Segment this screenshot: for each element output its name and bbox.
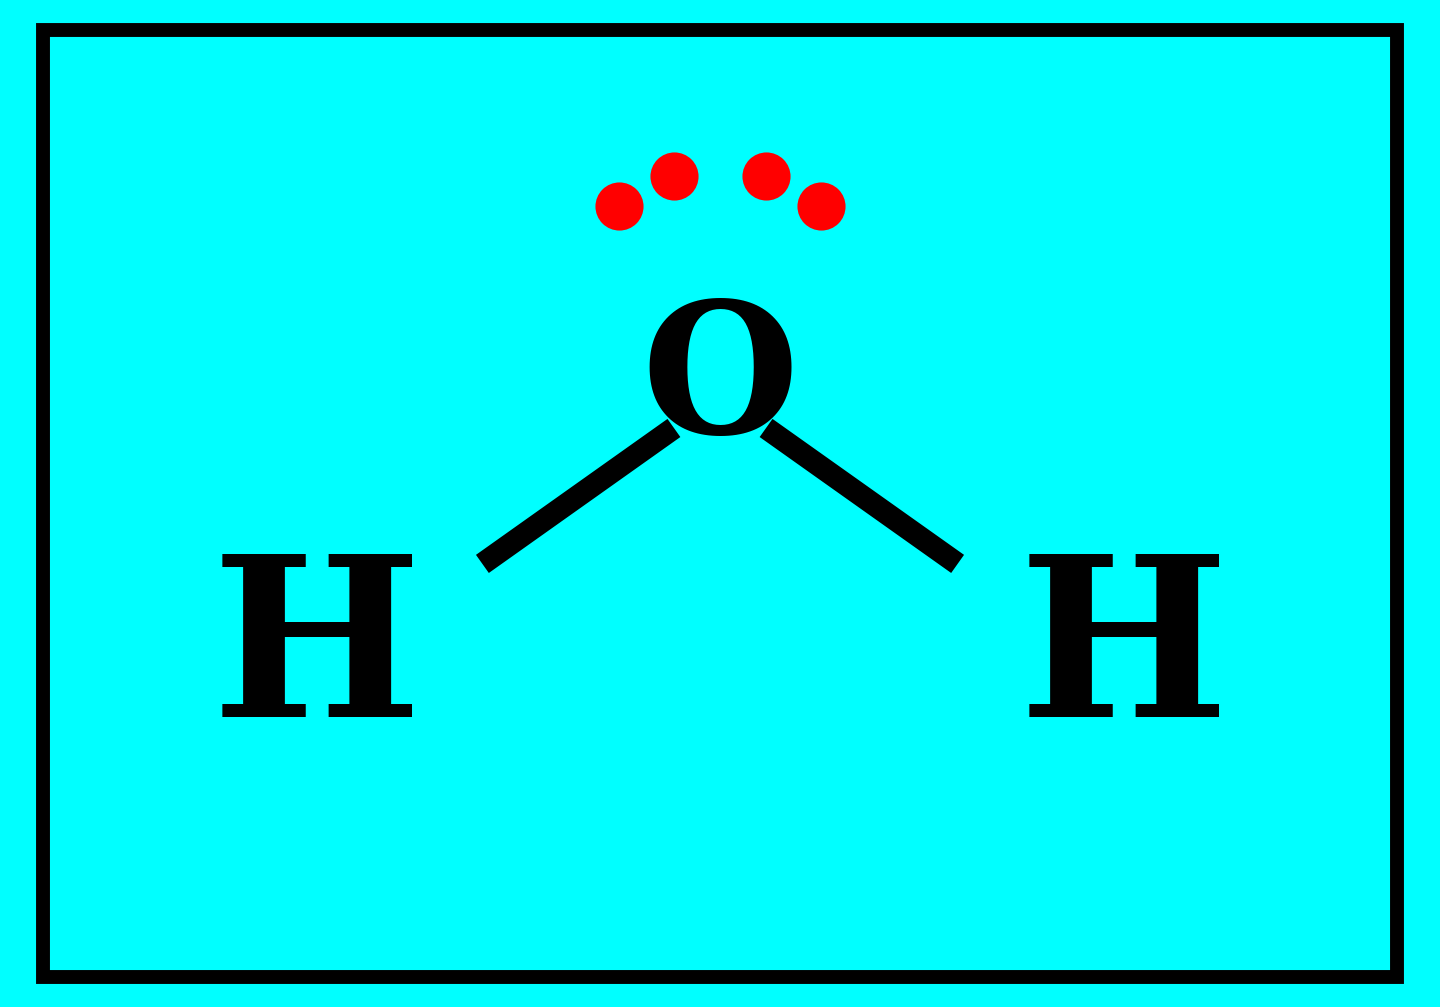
Text: H: H (1018, 547, 1228, 762)
Text: H: H (212, 547, 422, 762)
Text: O: O (641, 295, 799, 470)
Point (755, 168, 778, 184)
Point (608, 198, 631, 214)
Point (809, 198, 832, 214)
Point (662, 168, 685, 184)
